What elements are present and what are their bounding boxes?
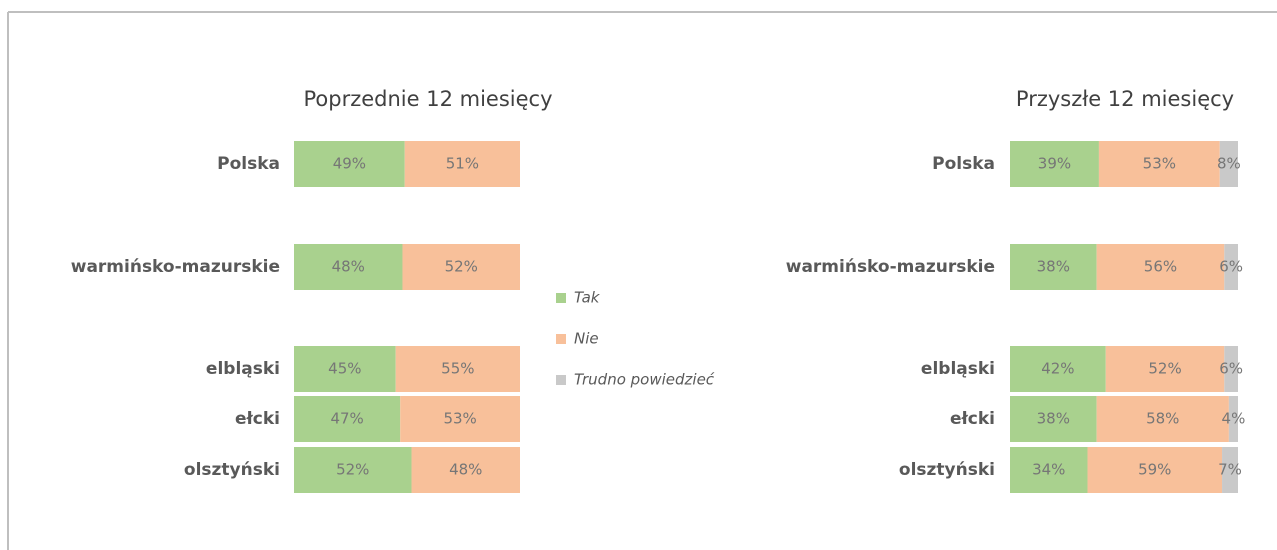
value-label: 38%: [1037, 410, 1070, 428]
bar-segment: [1096, 396, 1229, 442]
value-label: 48%: [332, 258, 365, 276]
value-label: 42%: [1041, 360, 1074, 378]
value-label: 49%: [333, 155, 366, 173]
bar-segment: [294, 346, 396, 392]
bar-segment: [294, 244, 403, 290]
category-label: warmińsko-mazurskie: [786, 257, 995, 277]
category-label: olsztyński: [184, 460, 280, 480]
value-label: 56%: [1144, 258, 1177, 276]
bar-segment: [1222, 447, 1238, 493]
category-label: ełcki: [950, 409, 995, 429]
category-label: Polska: [217, 154, 280, 174]
bar-segment: [1224, 244, 1238, 290]
chart-title: Przyszłe 12 miesięcy: [1016, 87, 1234, 111]
bar-segment: [294, 141, 405, 187]
bar-segment: [1096, 244, 1225, 290]
category-label: elbląski: [921, 359, 995, 379]
category-label: warmińsko-mazurskie: [71, 257, 280, 277]
bar-segment: [1010, 244, 1097, 290]
value-label: 58%: [1146, 410, 1179, 428]
bar-segment: [1098, 141, 1220, 187]
bar-segment: [400, 396, 520, 442]
value-label: 52%: [336, 461, 369, 479]
value-label: 34%: [1032, 461, 1065, 479]
legend-swatch: [556, 334, 566, 344]
bar-segment: [1010, 346, 1106, 392]
value-label: 55%: [441, 360, 474, 378]
bar-segment: [1219, 141, 1238, 187]
legend-label: Tak: [574, 289, 601, 307]
bar-segment: [404, 141, 520, 187]
category-label: ełcki: [235, 409, 280, 429]
bar-segment: [1087, 447, 1223, 493]
value-label: 47%: [330, 410, 363, 428]
bar-segment: [1010, 447, 1088, 493]
bar-segment: [294, 396, 401, 442]
value-label: 59%: [1138, 461, 1171, 479]
legend-swatch: [556, 375, 566, 385]
legend-label: Trudno powiedzieć: [574, 371, 715, 389]
bar-segment: [1010, 141, 1099, 187]
value-label: 53%: [1143, 155, 1176, 173]
bar-segment: [1224, 346, 1238, 392]
legend-label: Nie: [574, 330, 599, 348]
value-label: 53%: [443, 410, 476, 428]
legend-swatch: [556, 293, 566, 303]
value-label: 6%: [1219, 258, 1243, 276]
category-label: elbląski: [206, 359, 280, 379]
value-label: 7%: [1218, 461, 1242, 479]
bar-segment: [1010, 396, 1097, 442]
category-label: Polska: [932, 154, 995, 174]
bar-segment: [1105, 346, 1225, 392]
bar-segment: [402, 244, 520, 290]
bar-segment: [395, 346, 520, 392]
value-label: 39%: [1038, 155, 1071, 173]
value-label: 6%: [1219, 360, 1243, 378]
value-label: 52%: [1148, 360, 1181, 378]
value-label: 51%: [446, 155, 479, 173]
chart-title: Poprzednie 12 miesięcy: [303, 87, 552, 111]
value-label: 48%: [449, 461, 482, 479]
value-label: 52%: [445, 258, 478, 276]
value-label: 4%: [1222, 410, 1246, 428]
value-label: 45%: [328, 360, 361, 378]
category-label: olsztyński: [899, 460, 995, 480]
value-label: 38%: [1037, 258, 1070, 276]
bar-segment: [294, 447, 412, 493]
bar-segment: [411, 447, 520, 493]
value-label: 8%: [1217, 155, 1241, 173]
bar-segment: [1228, 396, 1238, 442]
